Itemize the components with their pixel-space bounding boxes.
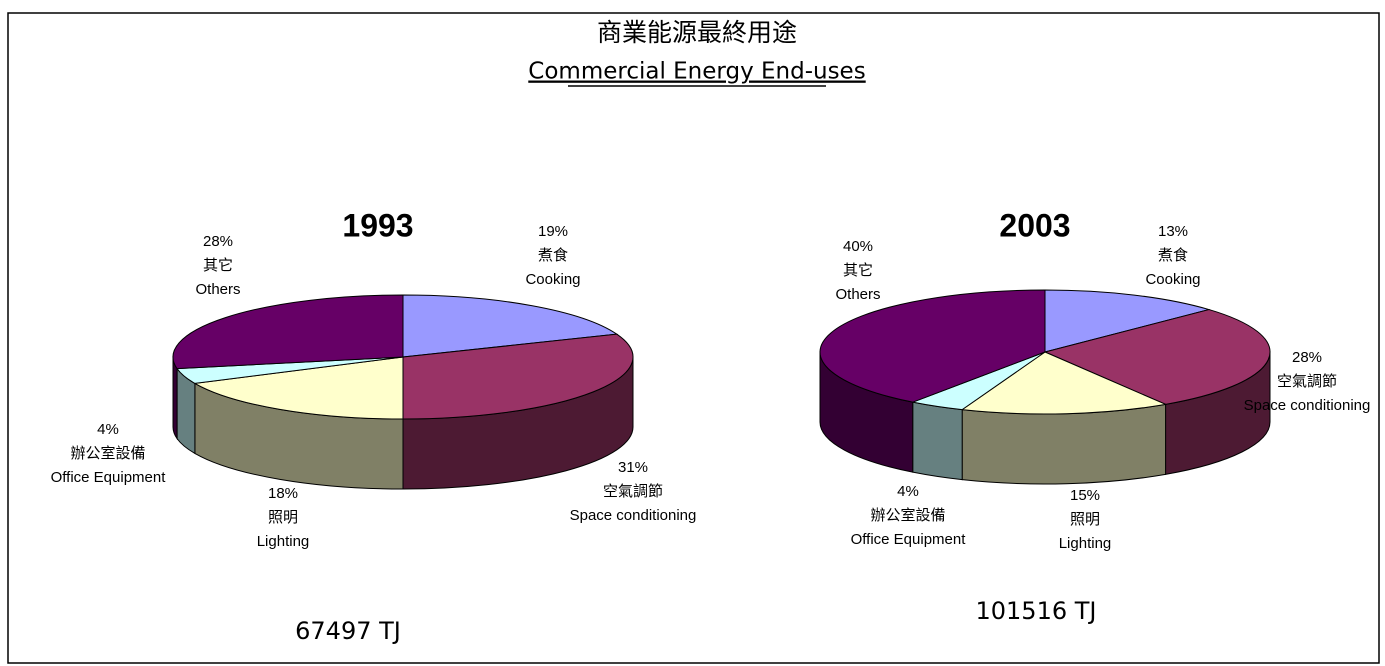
slice-side [172,356,178,441]
category-label: 辦公室設備 [870,507,945,524]
category-label: 照明 [1070,511,1100,528]
total-annotation: 67497 TJ [295,617,401,645]
category-label-en: Office Equipment [851,531,967,548]
value-label: 4% [897,483,919,500]
value-label: 28% [203,233,233,250]
value-label: 31% [618,459,648,476]
slice [402,294,619,358]
category-label-en: Space conditioning [1244,397,1371,414]
slice [960,351,1168,415]
category-label: 其它 [843,261,873,279]
pie-title: 2003 [999,207,1070,243]
category-label: 空氣調節 [603,482,663,500]
category-label: 照明 [268,509,298,526]
slice [402,333,634,420]
category-label-en: Lighting [1059,535,1112,552]
slice-side [912,401,963,481]
value-label: 13% [1158,223,1188,240]
total-annotation: 101516 TJ [976,597,1097,625]
category-label: 煮食 [1158,247,1188,264]
value-label: 18% [268,485,298,502]
slice-side [961,403,1167,485]
frame [7,12,1380,664]
slice [819,289,1046,403]
chart-title: 商業能源最終用途 [597,18,797,47]
value-label: 40% [843,238,873,255]
value-label: 4% [97,421,119,438]
category-label: 煮食 [538,247,568,264]
pie-title: 1993 [342,207,413,243]
chart-subtitle: Commercial Energy End-uses [528,59,865,85]
slice [193,356,404,420]
value-label: 28% [1292,349,1322,366]
slice [172,294,404,370]
slice [1044,289,1211,353]
value-label: 15% [1070,487,1100,504]
category-label-en: Others [195,281,240,298]
category-label-en: Lighting [257,533,310,550]
category-label-en: Others [835,286,880,303]
category-label-en: Cooking [1145,271,1200,288]
category-label-en: Office Equipment [51,469,167,486]
slice [1043,309,1271,405]
category-label-en: Space conditioning [570,507,697,524]
category-label: 其它 [203,256,233,274]
category-label: 空氣調節 [1277,372,1337,390]
category-label: 辦公室設備 [70,445,145,462]
category-label-en: Cooking [525,271,580,288]
value-label: 19% [538,223,568,240]
